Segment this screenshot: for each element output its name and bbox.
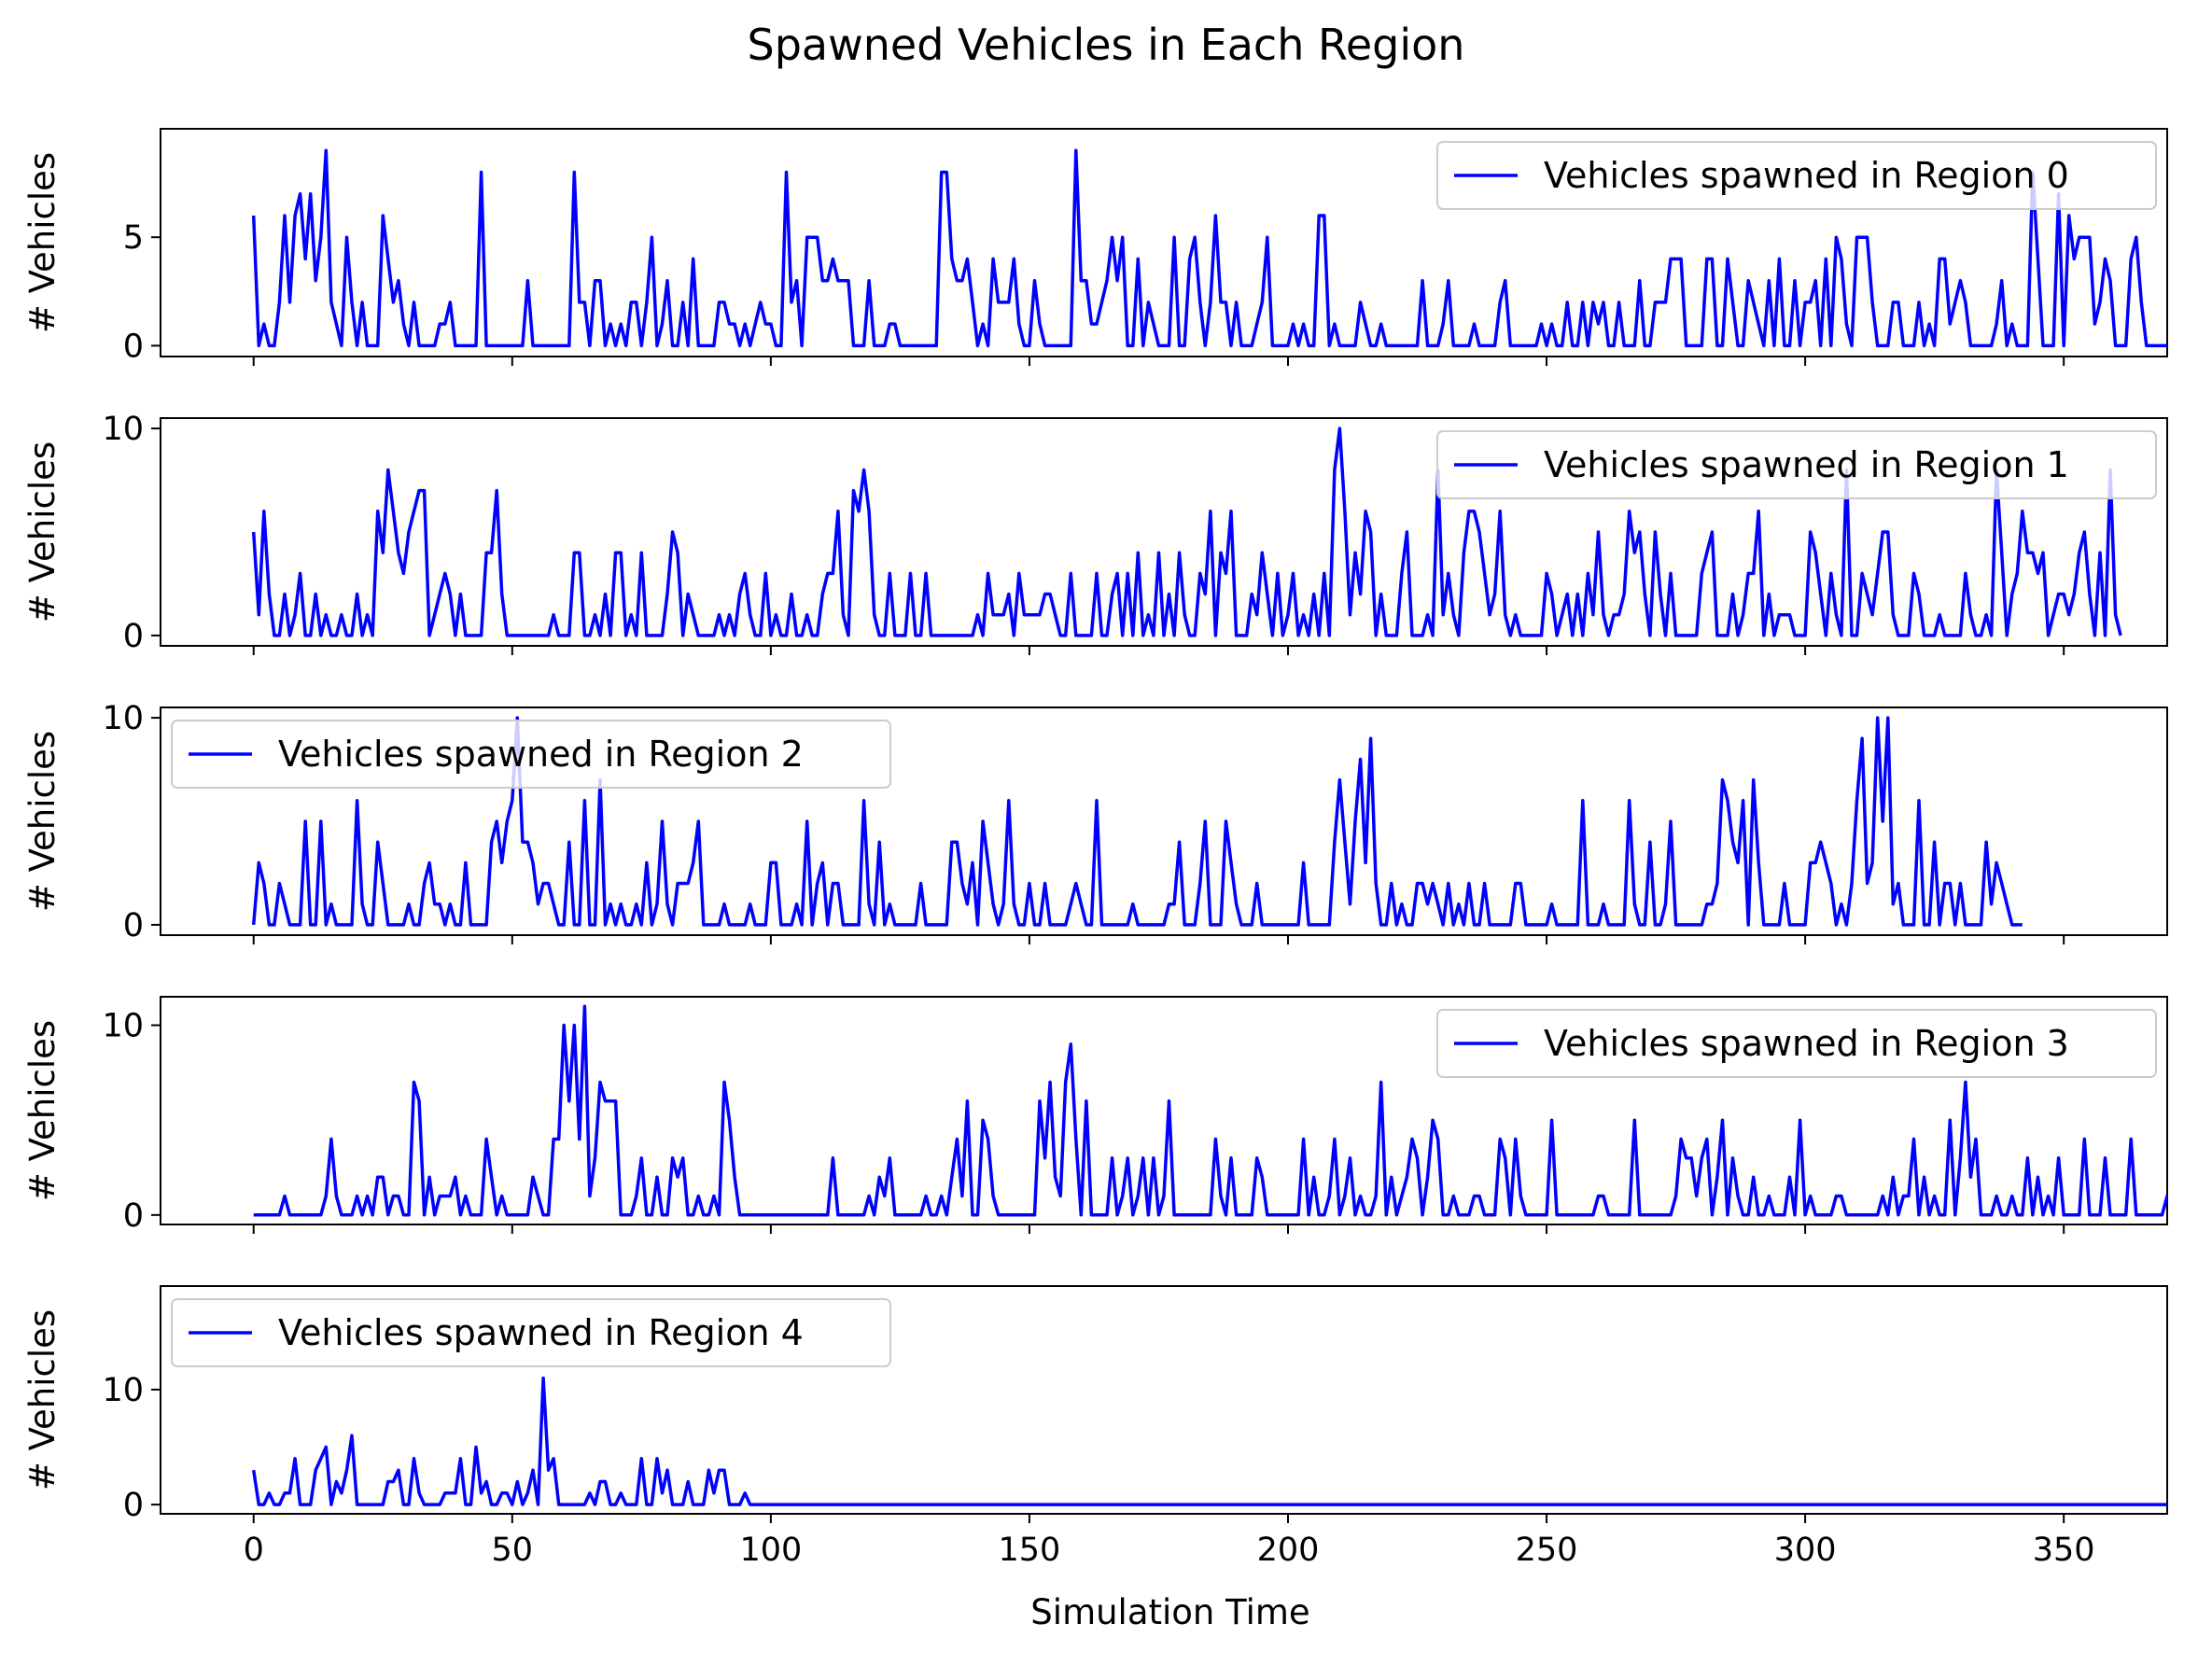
y-tick-label: 0 (123, 328, 144, 365)
subplot-region-0: 0 5 # Vehicles Vehicles spawned in Region 0 (22, 128, 2168, 366)
subplot-region-4: 0 50 100 150 200 250 300 350 0 10 # Vehicles Vehicl… (22, 1285, 2168, 1569)
legend-label: Vehicles spawned in Region 2 (278, 734, 804, 775)
x-tick-label: 150 (999, 1532, 1061, 1569)
x-tick-label: 200 (1257, 1532, 1320, 1569)
x-tick-label: 50 (492, 1532, 534, 1569)
legend: Vehicles spawned in Region 3 (1436, 1009, 2157, 1078)
legend: Vehicles spawned in Region 2 (171, 720, 891, 789)
legend-label: Vehicles spawned in Region 1 (1544, 444, 2069, 485)
x-tick-label: 0 (244, 1532, 264, 1569)
axes-frame (160, 1285, 2168, 1515)
y-tick-label: 0 (123, 907, 144, 944)
y-tick-label: 0 (123, 618, 144, 655)
y-tick-label: 0 (123, 1487, 144, 1524)
series-line-region-2 (251, 716, 2023, 927)
legend-box (1436, 430, 2157, 499)
axes-frame (160, 996, 2168, 1225)
axes-frame (160, 707, 2168, 936)
x-tick-label: 300 (1774, 1532, 1837, 1569)
legend-box (171, 1298, 891, 1367)
series-line-region-3 (253, 1004, 2167, 1217)
y-axis-label: # Vehicles (22, 731, 63, 912)
y-tick-label: 10 (102, 700, 144, 737)
axes-frame (160, 128, 2168, 357)
series-line-region-0 (251, 148, 2167, 348)
legend-label: Vehicles spawned in Region 3 (1544, 1023, 2069, 1064)
y-axis-label: # Vehicles (22, 441, 63, 623)
legend: Vehicles spawned in Region 4 (171, 1298, 891, 1367)
y-tick-label: 10 (102, 1372, 144, 1409)
y-tick-label: 10 (102, 1008, 144, 1045)
series-line-region-4 (251, 1376, 2167, 1506)
axes-frame (160, 417, 2168, 647)
legend: Vehicles spawned in Region 1 (1436, 430, 2157, 499)
y-tick-label: 10 (102, 411, 144, 448)
subplot-region-1: 0 10 # Vehicles Vehicles spawned in Region … (22, 411, 2168, 655)
x-tick-label: 350 (2033, 1532, 2095, 1569)
legend-box (171, 720, 891, 789)
subplots: 0 5 # Vehicles Vehicles spawned in Region 0… (22, 128, 2168, 1569)
subplot-region-3: 0 10 # Vehicles Vehicles spawned in Region … (22, 996, 2168, 1235)
figure-title: Spawned Vehicles in Each Region (748, 20, 1465, 70)
y-axis-label: # Vehicles (22, 152, 63, 333)
series-line-region-1 (251, 427, 2122, 637)
legend-box (1436, 141, 2157, 210)
subplot-region-2: 0 10 # Vehicles Vehicles spawned in Region … (22, 700, 2168, 944)
legend: Vehicles spawned in Region 0 (1436, 141, 2157, 210)
y-axis-label: # Vehicles (22, 1309, 63, 1490)
y-tick-label: 0 (123, 1197, 144, 1235)
y-axis-label: # Vehicles (22, 1020, 63, 1201)
legend-label: Vehicles spawned in Region 0 (1544, 155, 2069, 196)
y-tick-label: 5 (123, 219, 144, 257)
x-axis-label: Simulation Time (1030, 1592, 1309, 1632)
legend-label: Vehicles spawned in Region 4 (278, 1312, 804, 1353)
x-tick-label: 250 (1516, 1532, 1578, 1569)
x-tick-label: 100 (739, 1532, 802, 1569)
legend-box (1436, 1009, 2157, 1078)
